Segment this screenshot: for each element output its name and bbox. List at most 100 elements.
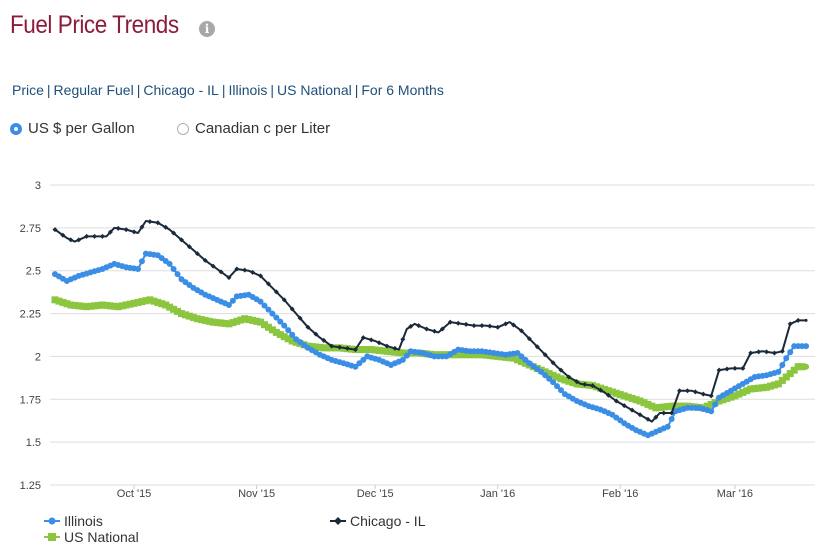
data-point xyxy=(550,379,557,386)
data-point xyxy=(795,317,801,323)
data-point xyxy=(514,350,521,356)
data-point xyxy=(804,318,808,322)
legend-line-illinois-icon xyxy=(44,517,60,525)
data-point xyxy=(312,343,320,351)
data-point xyxy=(751,385,759,393)
data-point xyxy=(371,346,379,354)
data-point xyxy=(554,383,561,390)
data-point xyxy=(779,348,785,354)
y-tick-label: 3 xyxy=(35,180,41,192)
data-point xyxy=(139,224,145,230)
data-point xyxy=(534,344,540,350)
data-point xyxy=(521,359,529,367)
data-point xyxy=(284,335,292,343)
data-point xyxy=(644,400,652,408)
data-point xyxy=(170,305,178,313)
data-point xyxy=(542,352,548,358)
data-point xyxy=(281,297,287,303)
data-point xyxy=(131,229,137,235)
data-point xyxy=(185,312,193,320)
crumb-separator: | xyxy=(270,82,275,98)
data-point xyxy=(130,299,138,307)
data-point xyxy=(272,328,280,336)
data-point xyxy=(549,371,557,379)
data-point xyxy=(628,394,636,402)
crumb-illinois[interactable]: Illinois xyxy=(228,82,268,98)
data-point xyxy=(479,323,485,329)
data-point xyxy=(557,375,565,383)
data-point xyxy=(313,331,319,337)
y-tick-label: 2.75 xyxy=(20,223,41,235)
data-point xyxy=(677,388,683,394)
data-point xyxy=(63,300,71,308)
data-point xyxy=(265,306,272,313)
data-point xyxy=(708,393,714,399)
radio-unselected-icon[interactable] xyxy=(177,122,189,135)
data-point xyxy=(60,232,66,238)
radio-selected-icon[interactable] xyxy=(10,122,22,135)
data-point xyxy=(209,318,217,326)
data-point xyxy=(178,237,184,243)
data-point xyxy=(608,388,616,396)
data-point xyxy=(253,317,261,325)
data-point xyxy=(194,251,200,257)
crumb-price[interactable]: Price xyxy=(12,82,44,98)
legend-item-illinois[interactable]: Illinois xyxy=(44,513,103,529)
crumb-us-national[interactable]: US National xyxy=(277,82,352,98)
data-point xyxy=(118,302,126,310)
data-point xyxy=(98,301,106,309)
data-point xyxy=(455,320,461,326)
data-point xyxy=(629,407,635,413)
data-point xyxy=(743,387,751,395)
data-point xyxy=(87,302,95,310)
data-point xyxy=(158,300,166,308)
unit-option-cad-liter[interactable]: Canadian c per Liter xyxy=(177,120,330,137)
data-point xyxy=(759,384,767,392)
x-tick-label: Feb '16 xyxy=(602,488,638,500)
data-point xyxy=(616,391,624,399)
data-point xyxy=(320,344,328,352)
data-point xyxy=(624,393,632,401)
data-point xyxy=(162,301,170,309)
data-point xyxy=(794,363,802,371)
data-point xyxy=(561,376,569,384)
crumb-chicago[interactable]: Chicago - IL xyxy=(143,82,219,98)
crumb-6-months[interactable]: For 6 Months xyxy=(361,82,444,98)
data-point xyxy=(637,412,643,418)
data-point xyxy=(747,385,755,393)
data-point xyxy=(138,298,146,306)
legend-item-us-national[interactable]: US National xyxy=(44,529,139,545)
data-point xyxy=(225,302,232,308)
data-point xyxy=(526,336,532,342)
data-point xyxy=(661,410,667,416)
info-icon[interactable]: i xyxy=(199,21,215,37)
data-point xyxy=(522,356,529,363)
data-point xyxy=(612,389,620,397)
crumb-regular-fuel[interactable]: Regular Fuel xyxy=(53,82,134,98)
data-point xyxy=(337,344,343,350)
data-point xyxy=(582,381,588,387)
data-point xyxy=(229,319,237,327)
data-point xyxy=(142,297,150,305)
unit-option-usd-gallon[interactable]: US $ per Gallon xyxy=(10,120,135,137)
legend-item-chicago[interactable]: Chicago - IL xyxy=(330,513,425,529)
data-point xyxy=(431,328,437,334)
series-illinois xyxy=(52,250,810,439)
data-point xyxy=(115,225,121,231)
data-point xyxy=(257,298,264,305)
data-point xyxy=(84,233,90,239)
data-point xyxy=(408,323,414,329)
data-point xyxy=(660,403,668,411)
data-point xyxy=(201,316,209,324)
data-point xyxy=(181,311,189,319)
data-point xyxy=(273,314,280,321)
crumb-separator: | xyxy=(354,82,359,98)
data-point xyxy=(652,404,660,412)
data-point xyxy=(197,316,205,324)
data-point xyxy=(740,365,746,371)
data-point xyxy=(202,257,208,263)
data-point xyxy=(672,402,680,410)
data-point xyxy=(403,352,410,359)
data-point xyxy=(138,258,145,265)
